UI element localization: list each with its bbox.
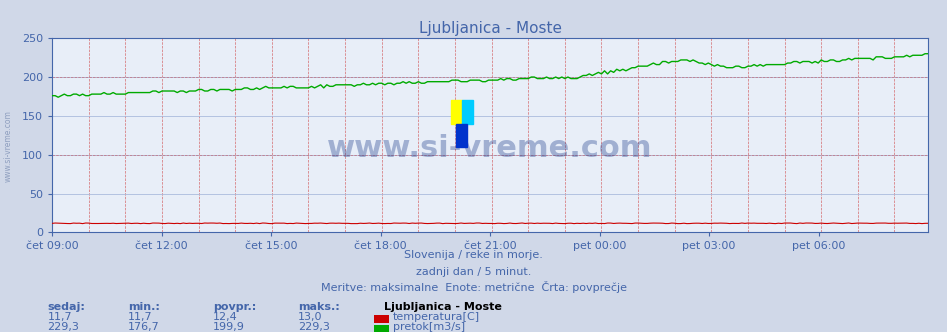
Text: www.si-vreme.com: www.si-vreme.com (328, 134, 652, 163)
Text: 11,7: 11,7 (128, 312, 152, 322)
Text: sedaj:: sedaj: (47, 302, 85, 312)
Text: min.:: min.: (128, 302, 160, 312)
Bar (456, 124, 467, 147)
Title: Ljubljanica - Moste: Ljubljanica - Moste (419, 21, 562, 36)
Text: 199,9: 199,9 (213, 322, 245, 332)
Text: maks.:: maks.: (298, 302, 340, 312)
Text: 11,7: 11,7 (47, 312, 72, 322)
Text: povpr.:: povpr.: (213, 302, 257, 312)
Text: zadnji dan / 5 minut.: zadnji dan / 5 minut. (416, 267, 531, 277)
Text: 176,7: 176,7 (128, 322, 160, 332)
Text: temperatura[C]: temperatura[C] (393, 312, 480, 322)
Text: 229,3: 229,3 (47, 322, 80, 332)
Text: Ljubljanica - Moste: Ljubljanica - Moste (384, 302, 501, 312)
Bar (462, 100, 474, 124)
Text: 229,3: 229,3 (298, 322, 331, 332)
Text: Meritve: maksimalne  Enote: metrične  Črta: povprečje: Meritve: maksimalne Enote: metrične Črta… (320, 282, 627, 293)
Text: Slovenija / reke in morje.: Slovenija / reke in morje. (404, 250, 543, 260)
Text: www.si-vreme.com: www.si-vreme.com (4, 110, 13, 182)
Text: pretok[m3/s]: pretok[m3/s] (393, 322, 465, 332)
Text: 12,4: 12,4 (213, 312, 238, 322)
Text: 13,0: 13,0 (298, 312, 323, 322)
Bar (451, 100, 462, 124)
